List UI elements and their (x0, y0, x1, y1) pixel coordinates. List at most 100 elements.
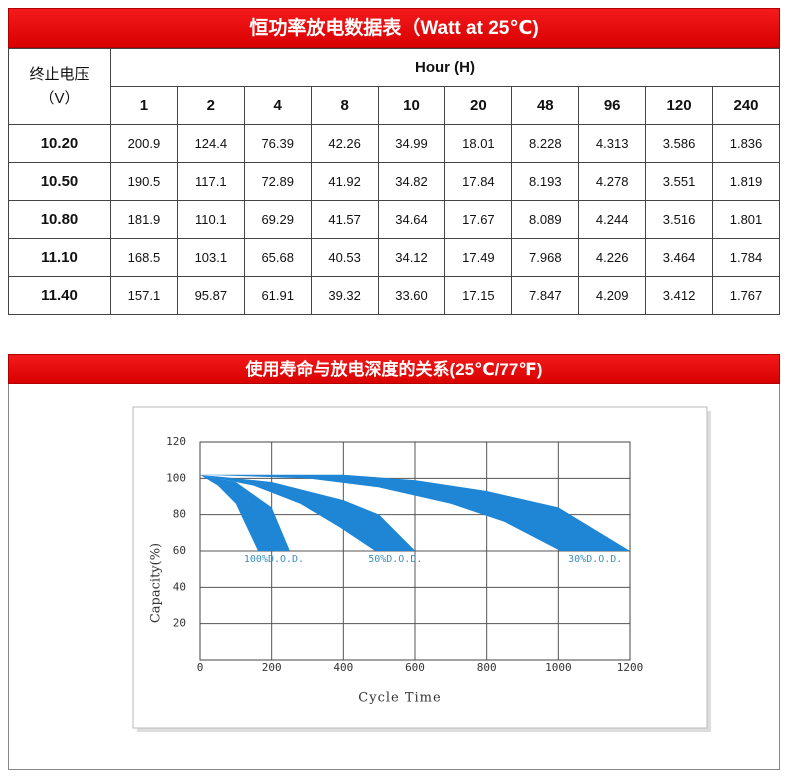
hour-header: 2 (176, 86, 245, 125)
table-cell: 4.244 (578, 200, 647, 239)
group-header: Hour (H) (110, 48, 780, 87)
table-cell: 1.784 (712, 238, 780, 277)
table-cell: 124.4 (176, 124, 245, 163)
table-cell: 1.767 (712, 276, 780, 315)
band (200, 474, 290, 551)
table-cell: 18.01 (444, 124, 513, 163)
table-cell: 8.228 (511, 124, 580, 163)
chart-panel (8, 384, 780, 770)
band (200, 474, 630, 551)
x-tick-label: 1000 (545, 661, 572, 674)
x-tick-label: 1200 (617, 661, 644, 674)
table-cell: 168.5 (110, 238, 178, 277)
table-body: 终止电压 （V） Hour (H) 1 2 4 8 10 20 48 96 120 240 10.20 2… (8, 48, 780, 315)
table-row: 1 2 4 8 10 20 48 96 120 240 (9, 86, 780, 125)
hour-header: 10 (377, 86, 446, 125)
table-cell: 95.87 (176, 276, 245, 315)
voltage-cell: 10.80 (8, 200, 111, 239)
table-cell: 39.32 (310, 276, 379, 315)
frame (132, 406, 708, 729)
y-axis-title: Capacity(%) (149, 543, 164, 623)
table-cell: 17.84 (444, 162, 513, 201)
table-cell: 40.53 (310, 238, 379, 277)
chart: Cycle Time Capacity(%) 100%D.O.D. 50%D.O.… (132, 406, 711, 732)
table-cell: 7.968 (511, 238, 580, 277)
y-tick-label: 120 (166, 435, 186, 448)
table-cell: 34.82 (377, 162, 446, 201)
table-cell: 34.99 (377, 124, 446, 163)
table-cell: 190.5 (110, 162, 178, 201)
table-cell: 76.39 (243, 124, 312, 163)
hour-header: 240 (712, 86, 780, 125)
hour-header: 120 (645, 86, 714, 125)
y-tick-label: 80 (173, 508, 186, 521)
table-cell: 4.278 (578, 162, 647, 201)
x-axis-title: Cycle Time (358, 691, 441, 706)
table-cell: 17.15 (444, 276, 513, 315)
voltage-cell: 10.50 (8, 162, 111, 201)
table-row: 10.80 181.9 110.1 69.29 41.57 34.64 17.67 8.089… (8, 200, 780, 239)
table-cell: 3.412 (645, 276, 714, 315)
table-cell: 7.847 (511, 276, 580, 315)
data-table: 终止电压 （V） Hour (H) 1 2 4 8 10 20 48 96 120 240 10.20 2… (8, 48, 780, 315)
table-cell: 8.193 (511, 162, 580, 201)
y-tick-label: 40 (173, 580, 186, 593)
table-cell: 4.226 (578, 238, 647, 277)
voltage-cell: 11.40 (8, 276, 111, 315)
table-row: 11.10 168.5 103.1 65.68 40.53 34.12 17.49 7.968… (8, 238, 780, 277)
table-cell: 3.516 (645, 200, 714, 239)
table-cell: 117.1 (176, 162, 245, 201)
hour-header: 48 (511, 86, 580, 125)
table-cell: 34.12 (377, 238, 446, 277)
table-cell: 103.1 (176, 238, 245, 277)
table-cell: 42.26 (310, 124, 379, 163)
table-row: 10.50 190.5 117.1 72.89 41.92 34.82 17.84 8.193… (8, 162, 780, 201)
table-cell: 34.64 (377, 200, 446, 239)
y-tick-label: 20 (173, 617, 186, 630)
table-cell: 181.9 (110, 200, 178, 239)
table-row: 10.20 200.9 124.4 76.39 42.26 34.99 18.01 8.228… (8, 124, 780, 163)
table-cell: 61.91 (243, 276, 312, 315)
table-cell: 4.209 (578, 276, 647, 315)
table-cell: 17.49 (444, 238, 513, 277)
table-cell: 72.89 (243, 162, 312, 201)
hour-header: 8 (310, 86, 379, 125)
x-tick-label: 800 (477, 661, 497, 674)
hour-header: 96 (578, 86, 647, 125)
table-cell: 110.1 (176, 200, 245, 239)
table-cell: 4.313 (578, 124, 647, 163)
table-row: 11.40 157.1 95.87 61.91 39.32 33.60 17.15 7.847… (8, 276, 780, 315)
voltage-cell: 10.20 (8, 124, 111, 163)
y-tick-label: 60 (173, 544, 186, 557)
band-label: 50%D.O.D. (368, 554, 422, 565)
table-cell: 8.089 (511, 200, 580, 239)
table-title: 恒功率放电数据表（Watt at 25℃) (8, 8, 780, 48)
table-cell: 17.67 (444, 200, 513, 239)
x-tick-label: 0 (197, 661, 204, 674)
corner-header: 终止电压 （V） (8, 48, 111, 125)
table-cell: 33.60 (377, 276, 446, 315)
table-cell: 3.551 (645, 162, 714, 201)
table-cell: 3.464 (645, 238, 714, 277)
hour-header: 4 (243, 86, 312, 125)
band-label: 100%D.O.D. (244, 554, 304, 565)
x-tick-label: 600 (405, 661, 425, 674)
voltage-cell: 11.10 (8, 238, 111, 277)
table-cell: 1.801 (712, 200, 780, 239)
table-cell: 200.9 (110, 124, 178, 163)
band-label: 30%D.O.D. (568, 554, 622, 565)
table-cell: 157.1 (110, 276, 178, 315)
hour-header: 1 (110, 86, 178, 125)
hour-header: 20 (444, 86, 513, 125)
table-cell: 1.836 (712, 124, 780, 163)
table-cell: 41.92 (310, 162, 379, 201)
table-cell: 69.29 (243, 200, 312, 239)
table-row: 终止电压 （V） Hour (H) (8, 48, 780, 125)
table-cell: 65.68 (243, 238, 312, 277)
table-cell: 1.819 (712, 162, 780, 201)
chart-title: 使用寿命与放电深度的关系(25℃/77℉) (8, 354, 780, 384)
y-tick-label: 100 (166, 471, 186, 484)
table-cell: 3.586 (645, 124, 714, 163)
x-tick-label: 400 (333, 661, 353, 674)
